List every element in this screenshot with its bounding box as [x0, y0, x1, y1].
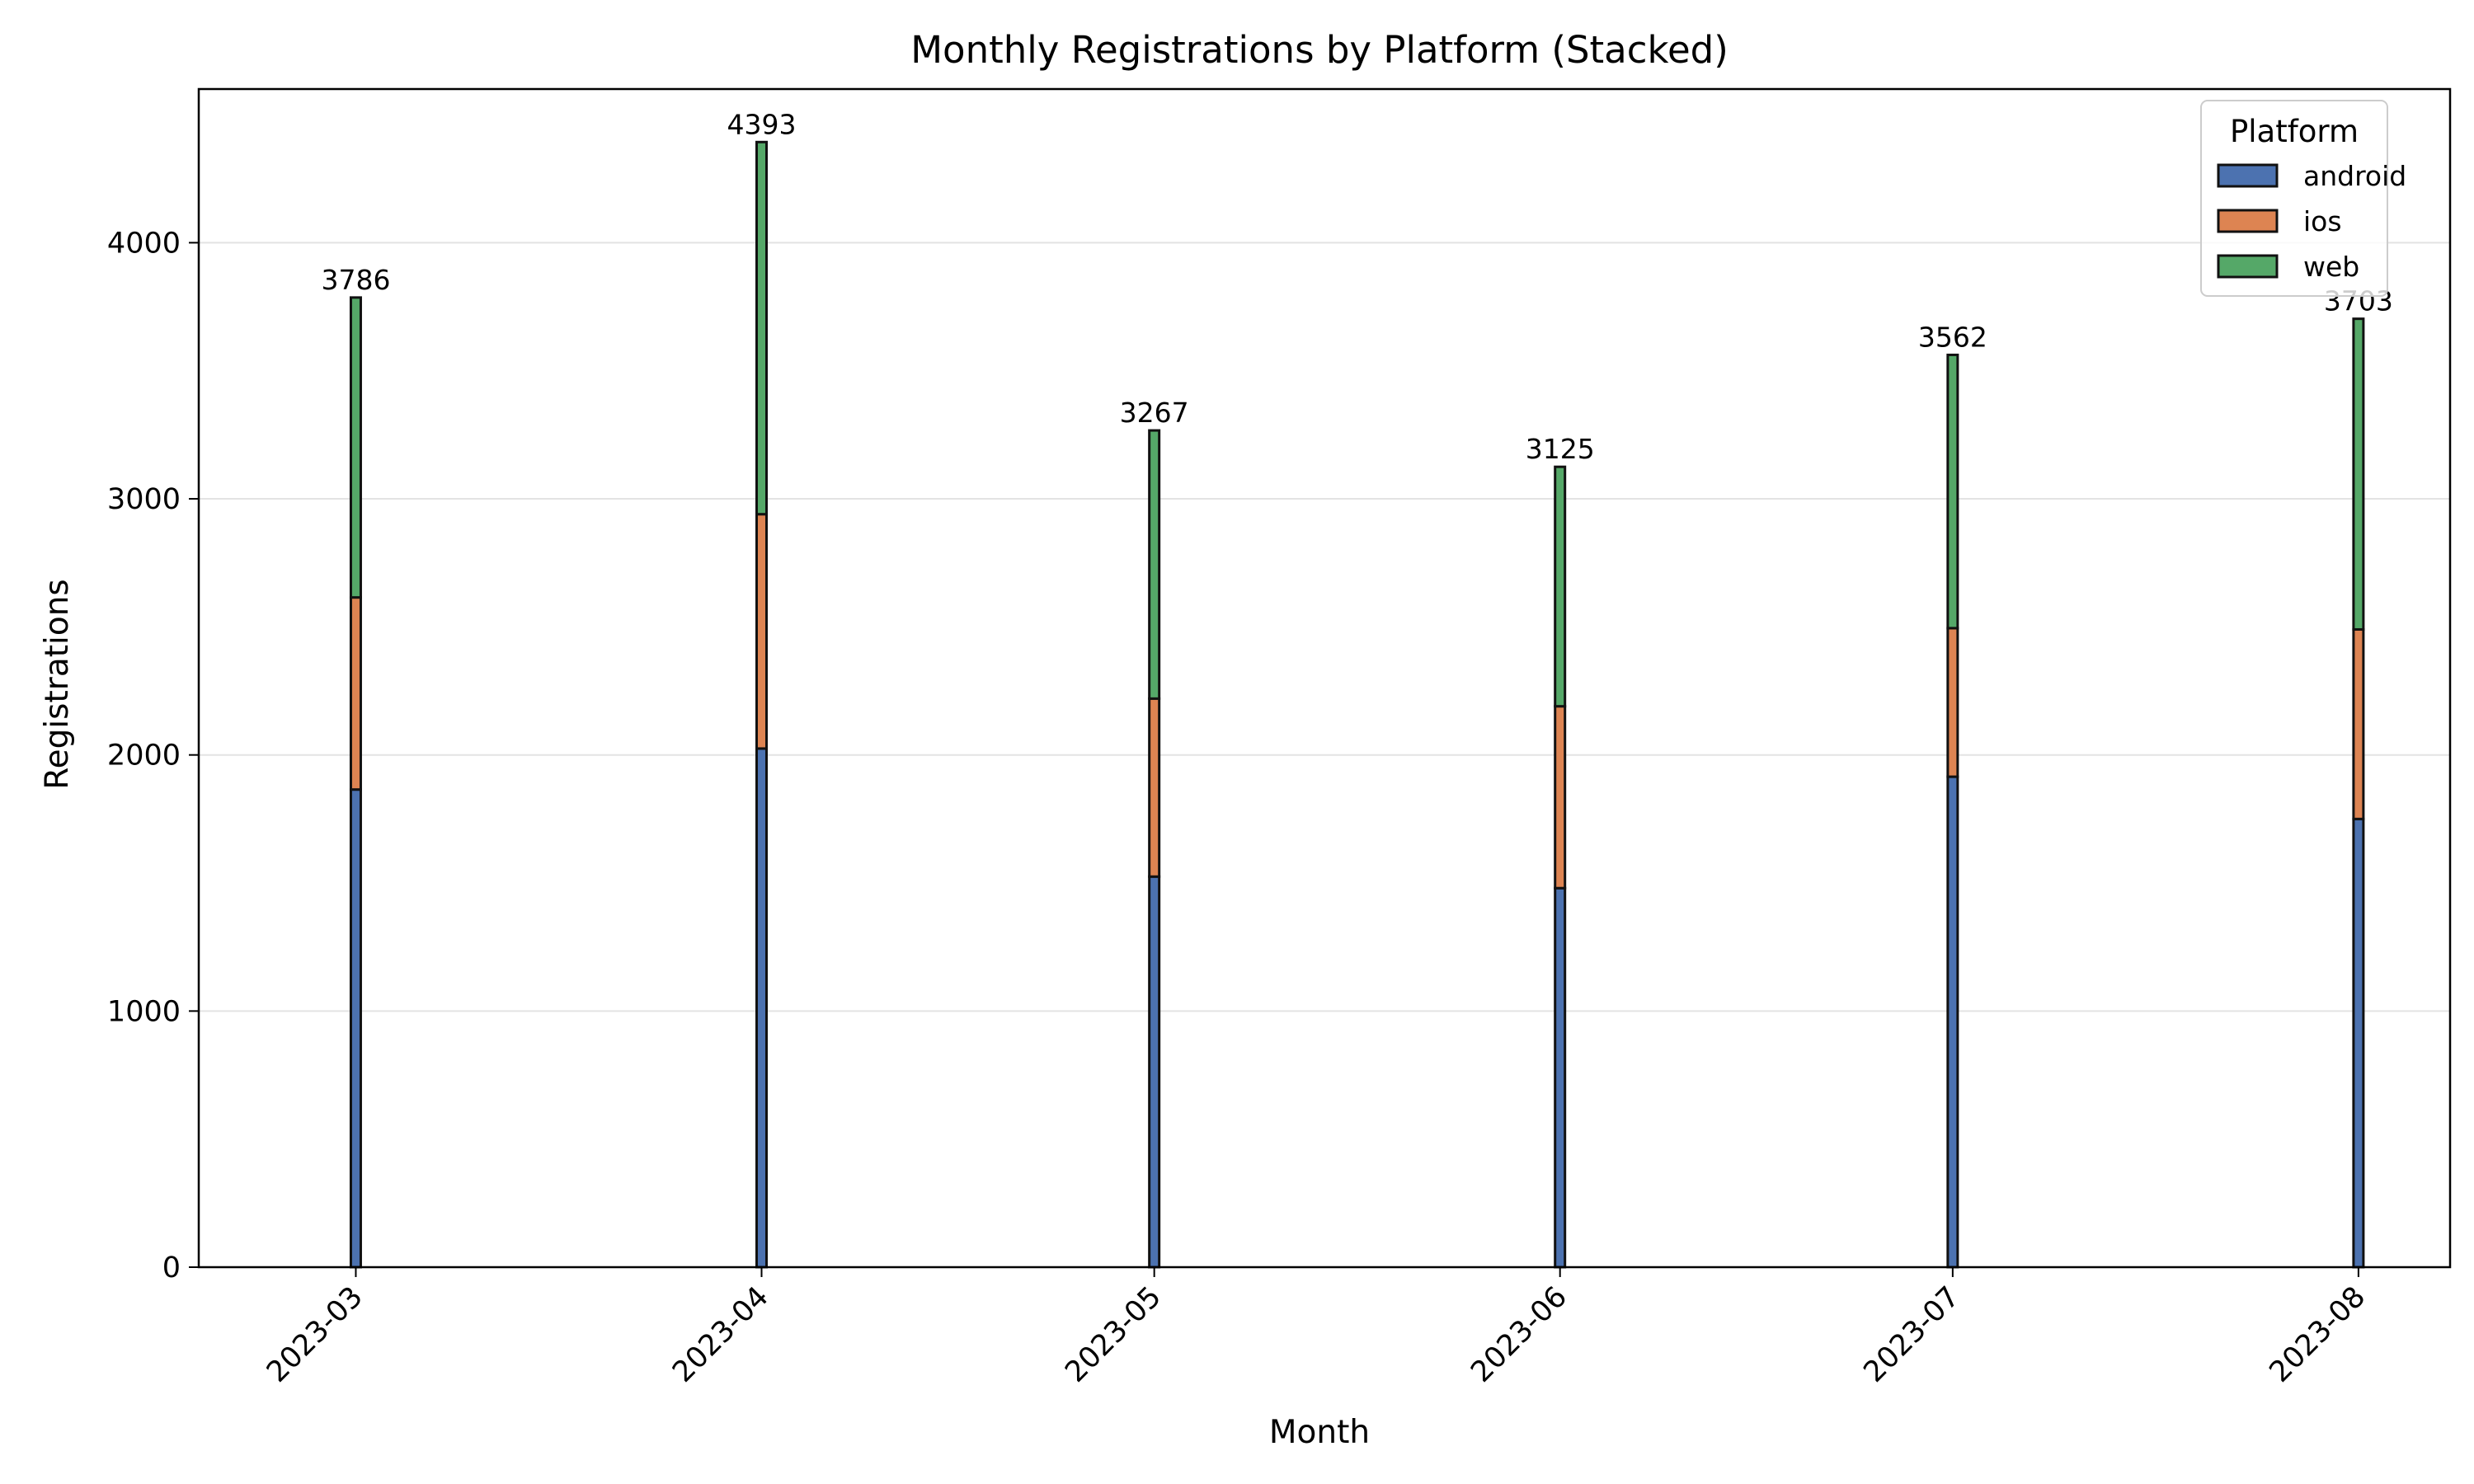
bar-segment-ios: [349, 596, 362, 791]
bar-segment-android: [1946, 775, 1959, 1269]
x-axis-ticks: 2023-03 2023-04 2023-05 2023-06 2023-07 2023-…: [261, 1267, 2372, 1389]
legend-label-web: web: [2303, 251, 2359, 283]
legend-swatch-web: [2217, 254, 2279, 279]
bar-segment-ios: [1946, 627, 1959, 778]
x-tick-label: 2023-07: [1858, 1280, 1967, 1389]
y-tick-label: 2000: [107, 740, 181, 773]
y-tick-label: 0: [162, 1252, 181, 1284]
bar-segment-ios: [755, 513, 768, 750]
bar-segment-web: [1554, 465, 1567, 708]
x-tick-label: 2023-06: [1465, 1280, 1573, 1389]
bar-segment-android: [2352, 817, 2365, 1269]
bar-segment-web: [2352, 317, 2365, 631]
legend-title: Platform: [2230, 114, 2359, 149]
gridlines: [199, 242, 2450, 1012]
bar-segment-web: [349, 296, 362, 599]
x-axis-label: Month: [1269, 1414, 1370, 1451]
bar-segment-ios: [2352, 627, 2365, 820]
legend-label-ios: ios: [2303, 205, 2342, 237]
legend: Platform android ios web: [2200, 100, 2406, 297]
y-tick-label: 3000: [107, 483, 181, 516]
y-tick-label: 1000: [107, 995, 181, 1028]
total-label: 3267: [1120, 397, 1189, 429]
bar-segment-android: [349, 788, 362, 1269]
x-tick-label: 2023-04: [666, 1280, 775, 1389]
axes: [197, 87, 2452, 1269]
total-label: 3786: [321, 264, 390, 296]
bars: [349, 140, 2365, 1269]
bar-segment-ios: [1148, 697, 1161, 878]
total-label: 3562: [1918, 321, 1987, 353]
legend-frame: [2200, 100, 2388, 297]
bar-segment-android: [1554, 886, 1567, 1269]
bar-segment-web: [755, 140, 768, 516]
x-tick-label: 2023-08: [2264, 1280, 2373, 1389]
y-tick-label: 4000: [107, 227, 181, 260]
chart-title: Monthly Registrations by Platform (Stack…: [910, 28, 1729, 72]
bar-segment-ios: [1554, 705, 1567, 890]
bar-segment-web: [1946, 353, 1959, 630]
legend-swatch-ios: [2217, 209, 2279, 233]
x-tick-label: 2023-03: [261, 1280, 369, 1389]
total-label: 4393: [727, 108, 797, 140]
y-axis-label: Registrations: [39, 579, 76, 790]
legend-swatch-android: [2217, 163, 2279, 188]
bar-segment-android: [1148, 875, 1161, 1269]
bar-segment-android: [755, 747, 768, 1269]
total-label: 3125: [1526, 433, 1595, 465]
legend-label-android: android: [2303, 160, 2406, 192]
plot-frame: [197, 87, 2452, 1269]
y-axis-ticks: 0 1000 2000 3000 4000: [107, 227, 199, 1284]
x-tick-label: 2023-05: [1059, 1280, 1168, 1389]
bar-segment-web: [1148, 429, 1161, 700]
